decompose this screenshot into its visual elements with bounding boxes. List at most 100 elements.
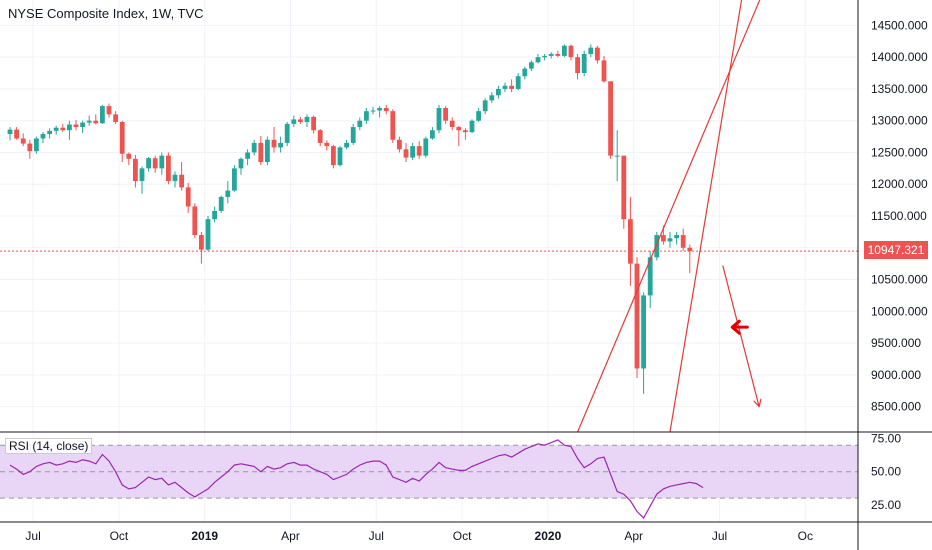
candle xyxy=(614,130,620,182)
candle xyxy=(271,127,277,153)
x-tick-label: Oc xyxy=(798,529,813,543)
candle-body xyxy=(456,127,462,131)
candle-body xyxy=(608,81,613,156)
candle xyxy=(581,50,587,77)
candle xyxy=(397,136,402,153)
candle-body xyxy=(509,85,514,89)
candle xyxy=(370,106,376,115)
candle xyxy=(40,132,46,143)
candle-body xyxy=(80,122,85,128)
candle xyxy=(80,120,85,133)
grid xyxy=(0,0,858,522)
candle-body xyxy=(674,235,679,239)
candle-body xyxy=(199,235,204,250)
candle-body xyxy=(614,155,620,157)
candle xyxy=(152,155,158,173)
candle-body xyxy=(278,142,283,148)
candle xyxy=(100,104,105,124)
candle-body xyxy=(364,111,369,121)
candle-body xyxy=(390,111,396,140)
candle xyxy=(403,142,409,162)
candle xyxy=(337,146,343,167)
candle-body xyxy=(159,155,165,169)
candle xyxy=(555,50,561,58)
candle xyxy=(126,152,132,166)
candle xyxy=(60,123,66,133)
candle xyxy=(93,114,99,125)
candle-body xyxy=(212,210,217,220)
candle-body xyxy=(291,119,297,124)
candle-body xyxy=(661,235,666,242)
trendline xyxy=(577,0,761,432)
candle-body xyxy=(581,54,587,74)
y-tick-label: 10000.000 xyxy=(871,304,928,318)
candle-body xyxy=(238,158,244,169)
y-tick-label: 12000.000 xyxy=(871,177,928,191)
candle xyxy=(634,257,640,378)
candle xyxy=(687,244,693,274)
candle xyxy=(350,123,356,145)
candle xyxy=(482,98,488,115)
x-tick-label: Oct xyxy=(453,529,472,543)
candle-body xyxy=(146,158,151,169)
candle xyxy=(628,196,633,286)
candle-body xyxy=(53,127,59,131)
candle xyxy=(146,156,151,172)
candle xyxy=(298,116,303,124)
candle-body xyxy=(67,124,72,131)
candle-body xyxy=(218,196,224,211)
candle xyxy=(73,120,79,131)
candle-body xyxy=(258,142,264,162)
candle-body xyxy=(100,106,105,124)
candle-body xyxy=(152,158,158,169)
candle-body xyxy=(86,120,92,123)
candle-body xyxy=(463,130,468,133)
candle xyxy=(53,125,59,135)
candle xyxy=(113,111,118,124)
candle xyxy=(133,155,138,188)
last-price-badge: 10947.321 xyxy=(864,241,928,259)
rsi-label[interactable]: RSI (14, close) xyxy=(5,438,93,454)
candle xyxy=(344,139,349,150)
candle xyxy=(443,106,448,124)
candle-body xyxy=(548,54,554,56)
candle xyxy=(575,54,580,80)
candle-body xyxy=(20,138,26,144)
candle xyxy=(20,133,26,147)
projection-arrow-head xyxy=(753,398,762,408)
candle xyxy=(502,82,508,93)
rsi-panel xyxy=(0,439,858,519)
candle xyxy=(496,85,501,99)
candle-body xyxy=(166,155,171,182)
y-tick-label: 13000.000 xyxy=(871,114,928,128)
candle-body xyxy=(562,45,567,56)
y-tick-label: 13500.000 xyxy=(871,82,928,96)
candle xyxy=(562,44,567,58)
candle xyxy=(529,60,534,72)
candle-body xyxy=(469,120,475,133)
candle-body xyxy=(344,142,349,148)
x-tick-label: 2019 xyxy=(191,529,218,543)
candle-body xyxy=(502,85,508,89)
candle-body xyxy=(680,235,686,248)
candle-body xyxy=(621,155,627,220)
candle-body xyxy=(298,119,303,122)
x-tick-label: Apr xyxy=(624,529,643,543)
y-tick-label: 10500.000 xyxy=(871,273,928,287)
candle-body xyxy=(555,54,561,56)
candle-body xyxy=(106,106,112,115)
candle-body xyxy=(126,153,132,159)
candle xyxy=(595,45,600,64)
candle-body xyxy=(641,295,646,369)
candle-body xyxy=(60,127,66,131)
candle xyxy=(542,54,547,61)
candle-body xyxy=(119,121,125,154)
candle xyxy=(667,231,673,248)
candle-body xyxy=(568,45,574,58)
candle-body xyxy=(436,108,442,131)
candle-body xyxy=(575,57,580,74)
x-tick-label: 2020 xyxy=(535,529,562,543)
candle xyxy=(641,292,646,394)
